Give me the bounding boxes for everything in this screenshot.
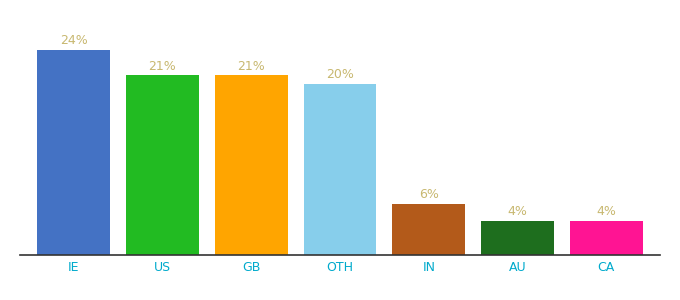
Text: 21%: 21% (237, 60, 265, 73)
Bar (215, 75, 288, 255)
Bar (126, 75, 199, 255)
Text: 20%: 20% (326, 68, 354, 81)
Bar (37, 50, 110, 255)
Bar (570, 221, 643, 255)
Text: 21%: 21% (148, 60, 176, 73)
Bar (481, 221, 554, 255)
Bar (303, 84, 377, 255)
Text: 4%: 4% (596, 205, 616, 218)
Text: 6%: 6% (419, 188, 439, 201)
Text: 4%: 4% (507, 205, 528, 218)
Text: 24%: 24% (60, 34, 88, 47)
Bar (392, 204, 465, 255)
